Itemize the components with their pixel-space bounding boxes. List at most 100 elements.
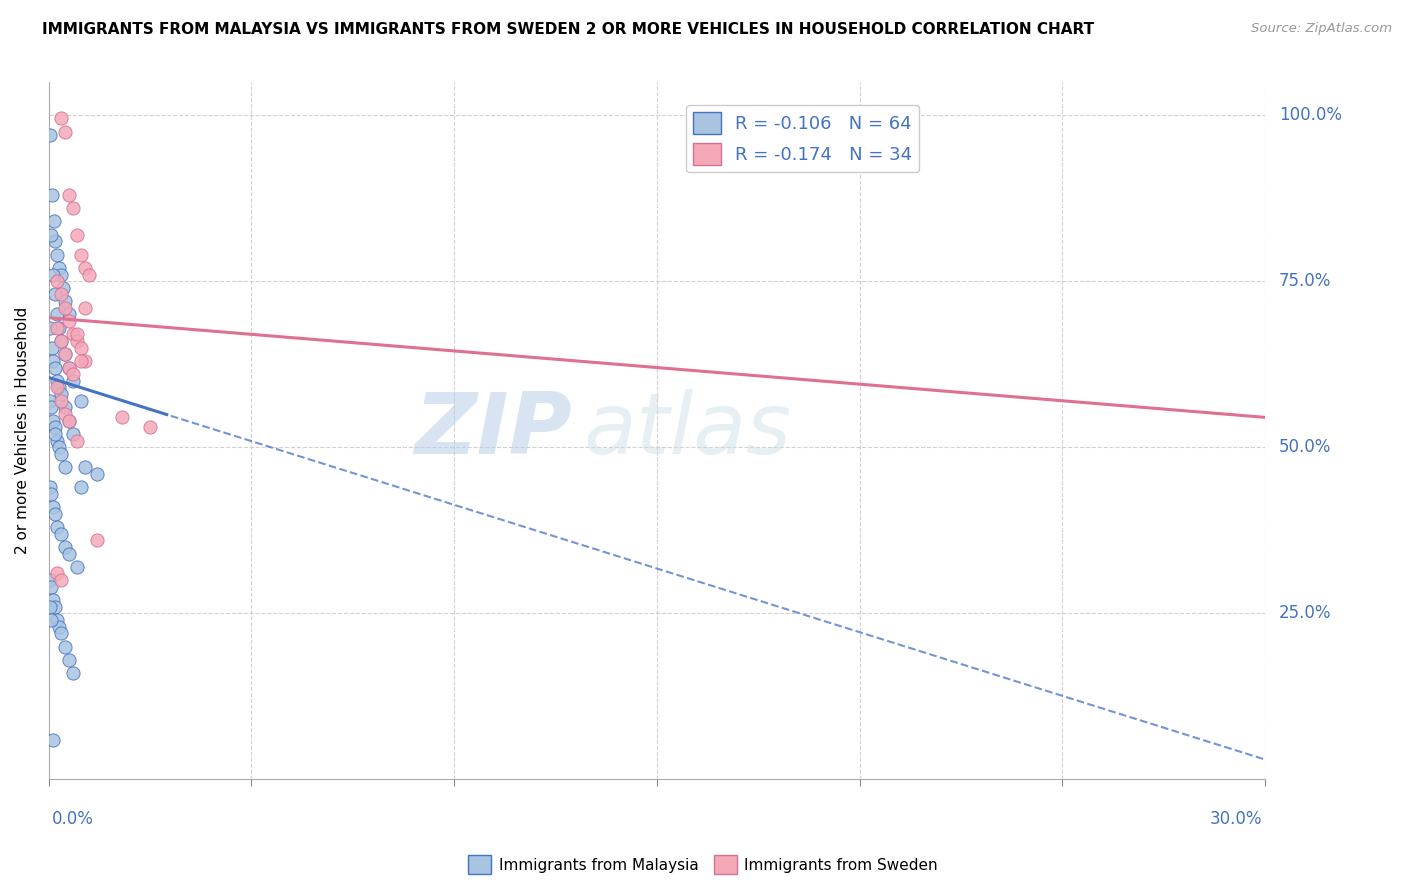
Point <box>70 393 93 408</box>
Text: 100.0%: 100.0% <box>1279 106 1341 124</box>
Point <box>58 360 80 375</box>
Point <box>66 327 89 342</box>
Point <box>86 533 108 548</box>
Point <box>75 460 97 475</box>
Text: 75.0%: 75.0% <box>1279 272 1331 290</box>
Point <box>44 360 66 375</box>
Point <box>58 187 80 202</box>
Point <box>58 360 80 375</box>
Legend: R = -0.106   N = 64, R = -0.174   N = 34: R = -0.106 N = 64, R = -0.174 N = 34 <box>686 105 920 172</box>
Point <box>49 526 72 541</box>
Point <box>39 599 62 614</box>
Point <box>44 427 66 442</box>
Text: ZIP: ZIP <box>415 389 572 472</box>
Point <box>58 414 80 428</box>
Point <box>62 201 84 215</box>
Point <box>45 374 67 388</box>
Point <box>44 235 66 249</box>
Point <box>139 420 162 434</box>
Point <box>53 640 76 654</box>
Point <box>42 593 65 607</box>
Point <box>39 487 62 501</box>
Text: 30.0%: 30.0% <box>1209 810 1263 828</box>
Point <box>39 573 62 587</box>
Point <box>45 380 67 394</box>
Point <box>49 573 72 587</box>
Point <box>45 566 67 581</box>
Point <box>48 260 70 275</box>
Point <box>79 268 101 282</box>
Point <box>53 540 76 554</box>
Point <box>42 354 65 368</box>
Legend: Immigrants from Malaysia, Immigrants from Sweden: Immigrants from Malaysia, Immigrants fro… <box>463 849 943 880</box>
Point <box>53 407 76 421</box>
Point <box>75 354 97 368</box>
Point <box>48 320 70 334</box>
Point <box>53 301 76 315</box>
Point <box>39 401 62 415</box>
Point <box>86 467 108 481</box>
Text: 0.0%: 0.0% <box>52 810 93 828</box>
Point <box>42 214 65 228</box>
Point <box>42 414 65 428</box>
Point <box>53 294 76 309</box>
Point <box>44 420 66 434</box>
Point <box>49 447 72 461</box>
Point <box>49 268 72 282</box>
Point <box>39 580 62 594</box>
Point <box>75 260 97 275</box>
Point <box>66 334 89 348</box>
Point <box>75 301 97 315</box>
Point <box>44 287 66 301</box>
Point <box>53 347 76 361</box>
Point <box>39 393 62 408</box>
Point <box>58 547 80 561</box>
Point <box>45 307 67 321</box>
Text: 25.0%: 25.0% <box>1279 604 1331 623</box>
Y-axis label: 2 or more Vehicles in Household: 2 or more Vehicles in Household <box>15 307 30 554</box>
Point <box>39 227 62 242</box>
Point <box>49 334 72 348</box>
Point <box>49 393 72 408</box>
Point <box>70 341 93 355</box>
Point <box>42 732 65 747</box>
Point <box>70 247 93 261</box>
Point <box>66 559 89 574</box>
Point <box>62 327 84 342</box>
Point <box>45 320 67 334</box>
Point <box>41 187 63 202</box>
Text: Source: ZipAtlas.com: Source: ZipAtlas.com <box>1251 22 1392 36</box>
Point <box>58 414 80 428</box>
Point <box>53 460 76 475</box>
Point <box>45 520 67 534</box>
Point <box>62 666 84 681</box>
Text: 50.0%: 50.0% <box>1279 438 1331 456</box>
Point <box>53 125 76 139</box>
Point <box>45 247 67 261</box>
Point <box>58 314 80 328</box>
Point <box>49 387 72 401</box>
Point <box>39 128 62 142</box>
Point <box>48 440 70 454</box>
Point <box>53 401 76 415</box>
Point <box>62 427 84 442</box>
Point <box>48 619 70 633</box>
Point <box>39 320 62 334</box>
Point <box>42 268 65 282</box>
Point <box>53 347 76 361</box>
Point <box>49 334 72 348</box>
Point <box>49 287 72 301</box>
Point <box>62 374 84 388</box>
Point <box>45 434 67 448</box>
Point <box>58 307 80 321</box>
Point <box>39 480 62 494</box>
Point <box>52 281 75 295</box>
Point <box>45 274 67 288</box>
Point <box>111 410 134 425</box>
Point <box>39 613 62 627</box>
Point <box>66 434 89 448</box>
Point <box>48 380 70 394</box>
Text: atlas: atlas <box>583 389 792 472</box>
Point <box>70 480 93 494</box>
Point <box>44 599 66 614</box>
